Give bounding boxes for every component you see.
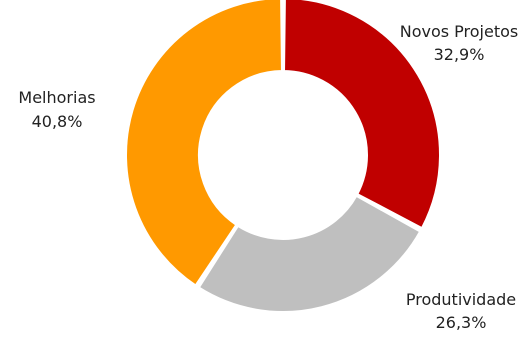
slice-value-novos-projetos: 32,9% (434, 45, 485, 64)
slice-label-produtividade: Produtividade (406, 290, 516, 309)
donut-slices (125, 0, 441, 313)
slice-value-melhorias: 40,8% (32, 112, 83, 131)
slice-value-produtividade: 26,3% (436, 313, 487, 332)
slice-produtividade (197, 194, 422, 313)
slice-novos-projetos (283, 0, 441, 230)
slice-label-melhorias: Melhorias (18, 88, 95, 107)
slice-melhorias (125, 0, 283, 287)
slice-labels: Novos Projetos 32,9% Produtividade 26,3% Mel… (18, 22, 518, 332)
slice-label-novos-projetos: Novos Projetos (400, 22, 519, 41)
